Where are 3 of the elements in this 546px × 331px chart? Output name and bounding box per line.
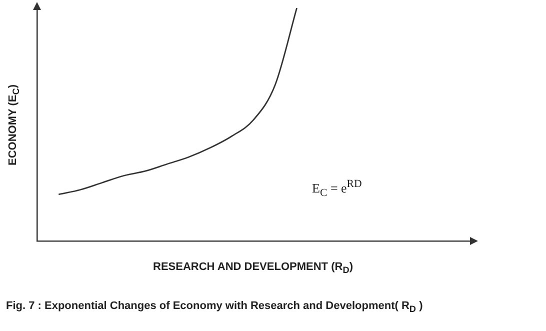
annotation: E$_{C}$ = e$^{RD}$ [312, 178, 362, 199]
x-axis-title: RESEARCH AND DEVELOPMENT (R$_{D}$) [153, 260, 353, 276]
text: Fig. 7 : Exponential Changes of Economy with Research and Development( R$_{D}$ ) [6, 300, 423, 314]
